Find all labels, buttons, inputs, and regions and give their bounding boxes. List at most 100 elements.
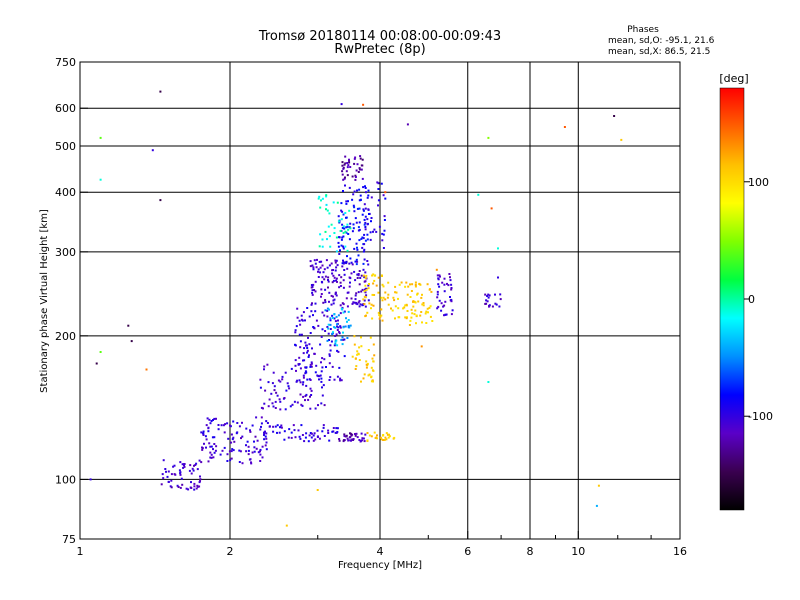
- data-point: [312, 439, 315, 442]
- data-point: [264, 444, 267, 447]
- data-point: [444, 313, 447, 316]
- data-point: [364, 226, 367, 228]
- data-point: [343, 310, 346, 313]
- data-point: [255, 447, 258, 450]
- data-point: [306, 378, 309, 381]
- data-point: [310, 389, 313, 392]
- data-point: [322, 424, 325, 427]
- grid-lines: [80, 62, 680, 539]
- data-point: [212, 419, 214, 421]
- data-point: [332, 331, 334, 334]
- data-point: [360, 439, 362, 442]
- data-point: [202, 430, 205, 433]
- data-point: [328, 212, 331, 215]
- data-point: [359, 155, 362, 158]
- data-point: [318, 195, 321, 198]
- data-point: [352, 227, 355, 230]
- chart-subtitle: RwPretec (8p): [334, 42, 425, 57]
- data-point: [263, 434, 265, 436]
- data-point: [337, 220, 340, 223]
- data-point: [354, 217, 357, 220]
- data-point: [352, 439, 355, 441]
- data-point: [331, 272, 334, 275]
- data-point: [364, 305, 367, 308]
- data-point: [404, 304, 407, 307]
- data-point: [340, 209, 343, 212]
- data-point: [229, 459, 232, 462]
- x-axis-label: Frequency [MHz]: [338, 560, 422, 571]
- data-point: [391, 309, 394, 312]
- data-point: [179, 473, 182, 476]
- data-point: [485, 299, 488, 302]
- data-point: [361, 177, 364, 180]
- data-point: [356, 260, 359, 263]
- data-point: [342, 286, 345, 289]
- data-point: [445, 313, 448, 316]
- data-point: [436, 290, 439, 293]
- data-point: [267, 381, 270, 384]
- data-point: [190, 481, 192, 484]
- data-point: [310, 303, 313, 306]
- data-point: [303, 359, 306, 362]
- data-point: [245, 450, 248, 453]
- data-point: [370, 196, 373, 199]
- data-point: [230, 441, 233, 444]
- data-point: [320, 377, 323, 380]
- data-point: [352, 193, 355, 196]
- data-point: [231, 448, 234, 451]
- data-point: [385, 432, 388, 435]
- data-point: [333, 313, 336, 316]
- data-point: [366, 238, 369, 241]
- data-point: [419, 314, 422, 317]
- data-point: [358, 283, 361, 286]
- data-point: [207, 430, 210, 433]
- data-point: [310, 362, 313, 365]
- data-point: [230, 450, 233, 453]
- data-point: [366, 223, 369, 226]
- data-point: [388, 433, 390, 436]
- data-point: [338, 332, 341, 335]
- data-point: [372, 230, 374, 233]
- data-point: [360, 237, 363, 240]
- data-point: [263, 368, 265, 371]
- data-point: [348, 158, 350, 161]
- data-point: [311, 302, 313, 305]
- data-point: [355, 221, 358, 224]
- data-point: [300, 333, 303, 336]
- data-point: [231, 438, 234, 441]
- data-point: [345, 317, 347, 320]
- data-point: [311, 264, 314, 267]
- data-point: [338, 236, 341, 239]
- data-point: [341, 173, 344, 176]
- data-point: [365, 191, 367, 194]
- data-point: [337, 215, 340, 218]
- data-point: [250, 461, 252, 464]
- data-point: [314, 280, 317, 283]
- data-point: [373, 228, 376, 231]
- data-point: [352, 204, 355, 207]
- data-point: [259, 428, 262, 431]
- data-point: [372, 273, 375, 276]
- data-point: [364, 207, 367, 210]
- data-point: [99, 351, 102, 353]
- data-point: [323, 314, 326, 317]
- data-point: [287, 385, 290, 388]
- data-point: [284, 408, 287, 411]
- x-tick-label: 2: [227, 545, 234, 558]
- data-point: [232, 449, 235, 452]
- data-point: [263, 365, 266, 368]
- data-point: [323, 278, 326, 281]
- data-point: [302, 395, 305, 398]
- data-point: [327, 280, 330, 283]
- data-point: [370, 303, 373, 306]
- data-point: [331, 281, 334, 284]
- data-point: [166, 475, 169, 478]
- data-point: [355, 432, 358, 435]
- data-point: [205, 438, 208, 441]
- data-point: [336, 323, 338, 326]
- data-point: [328, 264, 331, 267]
- data-point: [226, 422, 229, 425]
- y-tick-label: 75: [62, 533, 76, 546]
- data-point: [296, 307, 299, 310]
- data-point: [320, 380, 323, 383]
